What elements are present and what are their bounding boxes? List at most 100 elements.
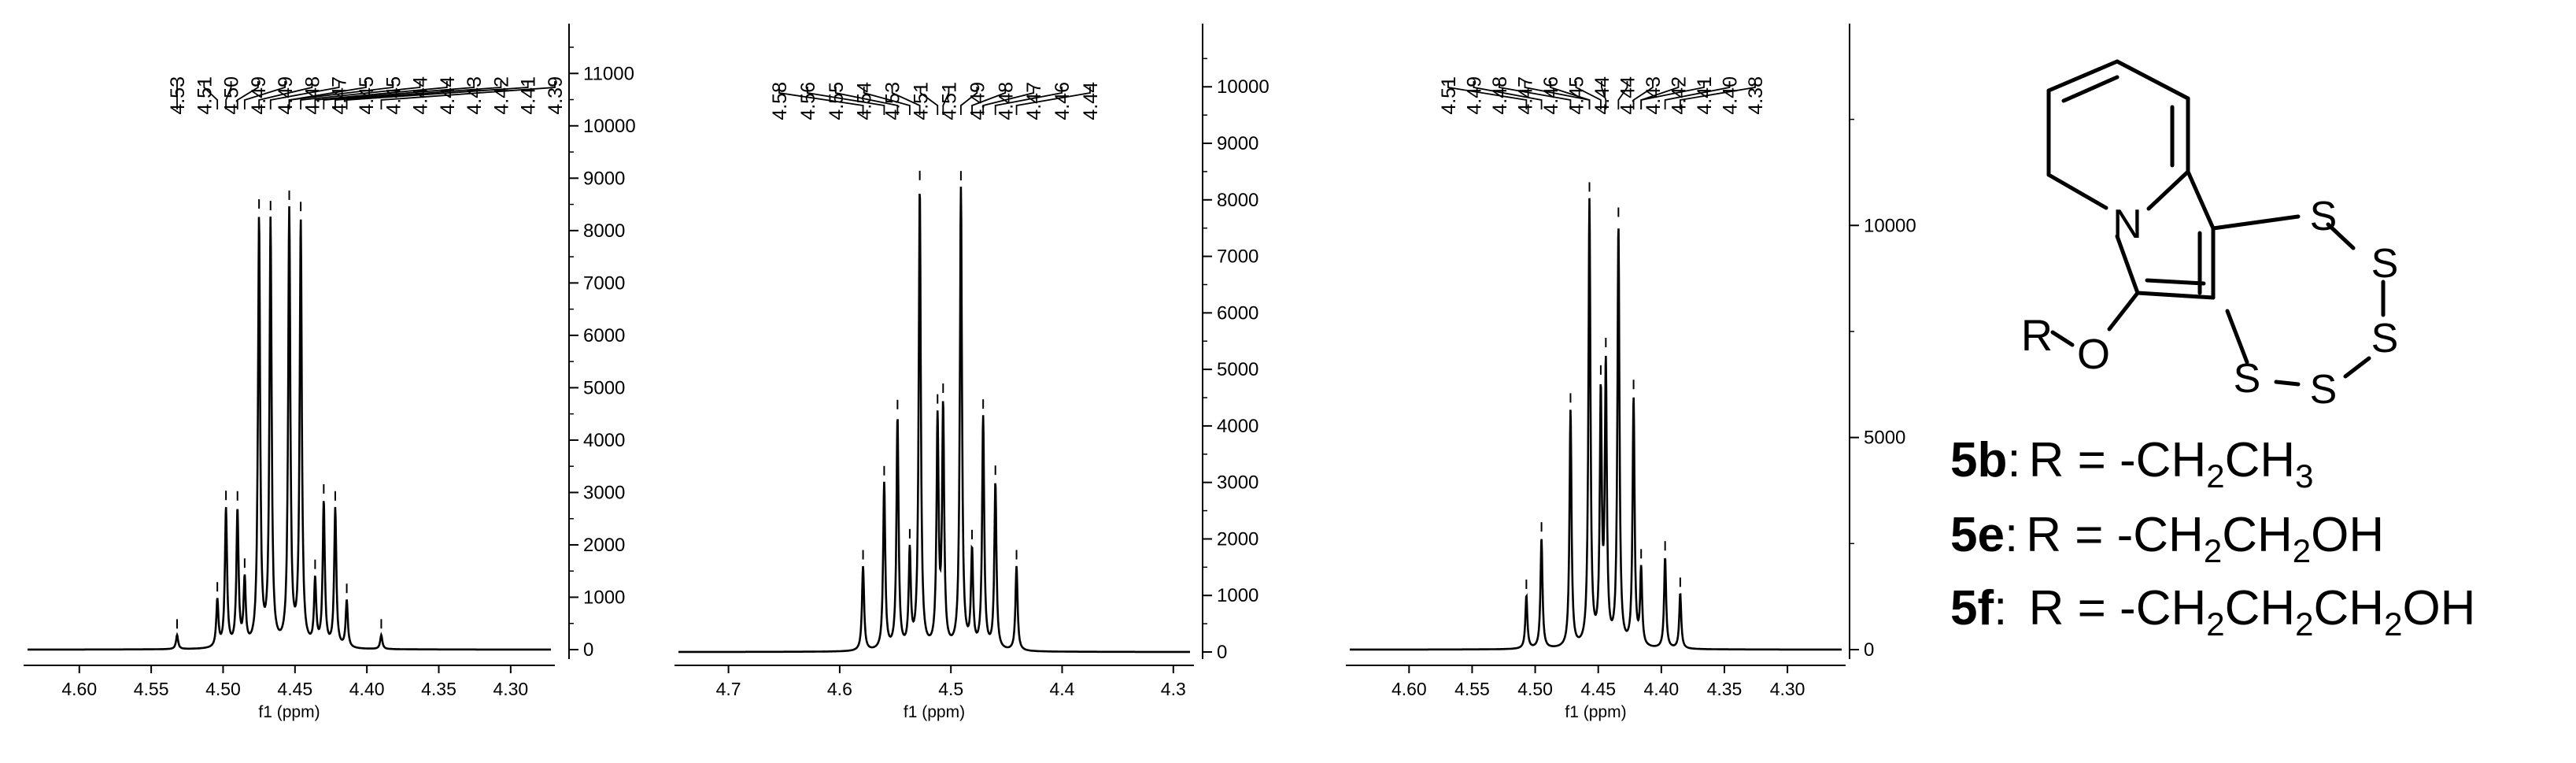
bond — [2135, 291, 2216, 300]
y-tick-label: 4000 — [583, 430, 625, 451]
y-tick-label: 6000 — [583, 325, 625, 346]
spectrum-trace — [1350, 198, 1842, 651]
legend-row-5e: 5e: R = -CH2CH2OH — [1950, 508, 2384, 569]
spectrum-panel-5b: 4.60 4.55 4.50 4.45 4.40 4.35 4.30 f1 (ppm) 0 100… — [24, 24, 636, 721]
x-tick-label: 4.45 — [1580, 679, 1616, 699]
compound-id: 5b — [1950, 433, 2007, 487]
peak-label: 4.42 — [490, 76, 512, 115]
peak-leader — [1473, 81, 1543, 109]
peak-label: 4.43 — [464, 76, 486, 115]
formula-part: -CH — [2120, 581, 2206, 635]
sulfur-atom-2: S — [2371, 241, 2399, 287]
y-tick-label: 1000 — [1217, 585, 1258, 606]
peak-leader — [994, 87, 1063, 115]
double-bond-inner — [2061, 75, 2120, 103]
y-tick-label: 5000 — [1864, 428, 1905, 449]
peak-leader — [323, 81, 475, 109]
x-tick-label: 4.30 — [493, 679, 528, 699]
x-tick-label: 4.4 — [1050, 679, 1075, 699]
bond — [2343, 356, 2371, 379]
peak-leader — [1015, 87, 1091, 115]
peak-label: 4.41 — [518, 76, 540, 115]
formula-part: CH — [2225, 433, 2296, 487]
x-tick-label: 4.35 — [421, 679, 456, 699]
peak-label: 4.44 — [1591, 76, 1613, 115]
legend-lhs: R = — [2015, 581, 2120, 635]
peak-label: 4.50 — [221, 76, 243, 115]
bond — [2115, 59, 2190, 101]
legend-row-5b: 5b: R = -CH2CH3 — [1950, 433, 2314, 494]
peak-label: 4.47 — [1515, 76, 1537, 115]
x-tick-label: 4.50 — [1517, 679, 1553, 699]
peak-label: 4.54 — [854, 82, 876, 120]
peak-leader — [1632, 81, 1654, 109]
bond — [2107, 291, 2140, 331]
nitrogen-atom: N — [2112, 202, 2142, 247]
spectrum-trace — [678, 187, 1190, 654]
x-tick-label: 4.55 — [134, 679, 169, 699]
peak-label: 4.38 — [1745, 76, 1767, 115]
peak-label: 4.40 — [1720, 76, 1742, 115]
legend-separator: : — [1994, 581, 2007, 635]
r-group: R — [2021, 310, 2053, 360]
subscript: 2 — [2293, 532, 2311, 569]
formula-part: OH — [2402, 581, 2475, 635]
formula-part: CH — [2314, 581, 2385, 635]
x-tick-label: 4.60 — [1391, 679, 1427, 699]
peak-leader — [300, 81, 421, 109]
peak-label: 4.44 — [1080, 82, 1102, 120]
peak-leader — [225, 81, 232, 109]
peak-leader — [314, 81, 448, 109]
bond — [2186, 169, 2216, 231]
x-tick-label: 4.40 — [1643, 679, 1679, 699]
peak-leader — [863, 87, 911, 115]
peak-leader — [203, 81, 219, 109]
y-tick-label: 4000 — [1217, 416, 1258, 437]
legend-separator: : — [2005, 508, 2018, 562]
peak-label: 4.45 — [1566, 76, 1588, 115]
formula-part: CH — [2222, 508, 2293, 562]
y-tick-label: 9000 — [583, 168, 625, 189]
peak-leader — [942, 87, 950, 115]
peak-leader — [971, 87, 1007, 115]
y-tick-label: 8000 — [1217, 190, 1258, 211]
bond — [2115, 234, 2140, 295]
peak-leader — [243, 81, 286, 109]
peak-label: 4.55 — [826, 82, 848, 120]
x-tick-label: 4.40 — [349, 679, 385, 699]
peak-leader — [1575, 81, 1602, 109]
legend-row-5f: 5f: R = -CH2CH2CH2OH — [1950, 581, 2475, 643]
x-tick-label: 4.60 — [61, 679, 97, 699]
y-tick-label: 0 — [583, 639, 593, 661]
peak-label: 4.51 — [911, 82, 933, 120]
bond — [2326, 222, 2356, 250]
y-tick-label: 0 — [1864, 639, 1874, 661]
y-tick-label: 7000 — [583, 272, 625, 294]
peak-leader — [778, 87, 864, 115]
peak-label: 4.44 — [1617, 76, 1639, 115]
peak-leader — [269, 81, 340, 109]
peak-label: 4.48 — [1489, 76, 1511, 115]
peak-label: 4.58 — [769, 82, 791, 120]
legend-lhs: R = — [2026, 508, 2116, 562]
legend-separator: : — [2007, 433, 2020, 487]
peak-leader — [834, 87, 899, 115]
double-bond-inner — [2145, 278, 2206, 286]
y-tick-label: 2000 — [583, 535, 625, 556]
y-tick-label: 7000 — [1217, 246, 1258, 268]
peak-leader — [1550, 81, 1591, 109]
peak-leader — [1664, 81, 1731, 109]
formula-part: OH — [2311, 508, 2384, 562]
bond — [2046, 59, 2120, 93]
peak-label: 4.39 — [545, 76, 567, 115]
y-tick-label: 6000 — [1217, 302, 1258, 324]
peak-leader — [1617, 81, 1628, 109]
bond — [2225, 309, 2249, 365]
subscript: 2 — [2295, 606, 2313, 643]
peak-label: 4.46 — [1540, 76, 1562, 115]
spectrum-panel-5f: 4.60 4.55 4.50 4.45 4.40 4.35 4.30 f1 (ppm) 0 500… — [1346, 24, 1916, 721]
peak-leader — [258, 81, 313, 109]
x-tick-label: 4.3 — [1161, 679, 1186, 699]
